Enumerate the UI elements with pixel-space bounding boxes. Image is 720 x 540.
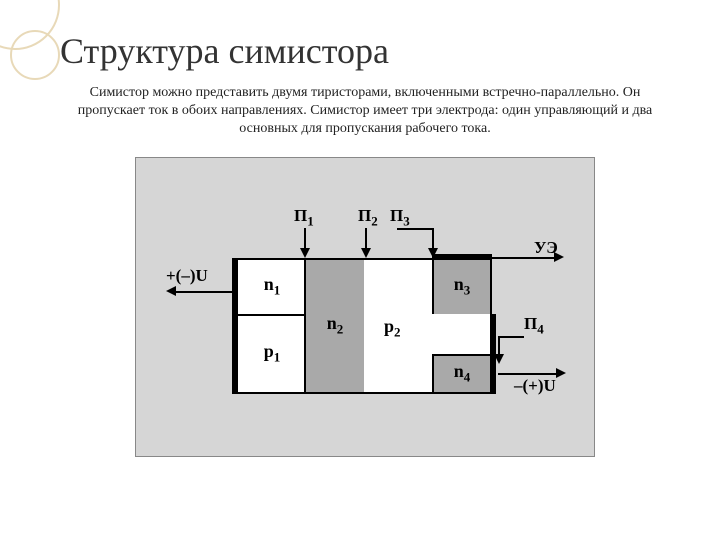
- region-p2-label: p2: [384, 316, 401, 341]
- arrow-p1-head: [300, 248, 310, 258]
- region-n1: n1: [236, 258, 306, 316]
- region-n4: n4: [432, 354, 492, 394]
- label-left-voltage: +(–)U: [166, 266, 208, 286]
- page-title: Структура симистора: [60, 30, 670, 72]
- triac-structure-diagram: n1 p1 n2 n3 n4 p2 П1 П2 П3 П4: [135, 157, 595, 457]
- arrow-left-head: [166, 286, 176, 296]
- arrow-gate-head: [554, 252, 564, 262]
- arrow-left-line: [176, 291, 232, 293]
- label-p3: П3: [390, 206, 410, 229]
- slide-content: Структура симистора Симистор можно предс…: [0, 0, 720, 477]
- arrow-p4-line2: [498, 336, 500, 356]
- region-p2-top: [364, 258, 434, 316]
- contact-top-right: [432, 254, 492, 260]
- label-right-voltage: –(+)U: [514, 376, 556, 396]
- arrow-p1-line: [304, 228, 306, 250]
- arrow-p3-head: [428, 248, 438, 258]
- label-p2: П2: [358, 206, 378, 229]
- contact-left: [232, 258, 238, 394]
- arrow-gate-line: [492, 257, 556, 259]
- arrow-p4-line1: [498, 336, 524, 338]
- label-p1: П1: [294, 206, 314, 229]
- arrow-p4-head: [494, 354, 504, 364]
- arrow-p2-head: [361, 248, 371, 258]
- arrow-p3-line2: [397, 228, 434, 230]
- label-p4: П4: [524, 314, 544, 337]
- arrow-p2-line: [365, 228, 367, 250]
- description-text: Симистор можно представить двумя тиристо…: [60, 84, 670, 139]
- region-p2-br: [432, 314, 492, 356]
- arrow-p3-line: [432, 228, 434, 250]
- diagram-container: n1 p1 n2 n3 n4 p2 П1 П2 П3 П4: [60, 157, 670, 457]
- region-n3: n3: [432, 258, 492, 316]
- region-n2: n2: [304, 258, 366, 394]
- arrow-right-line: [498, 373, 558, 375]
- region-p1: p1: [236, 314, 306, 394]
- arrow-right-head: [556, 368, 566, 378]
